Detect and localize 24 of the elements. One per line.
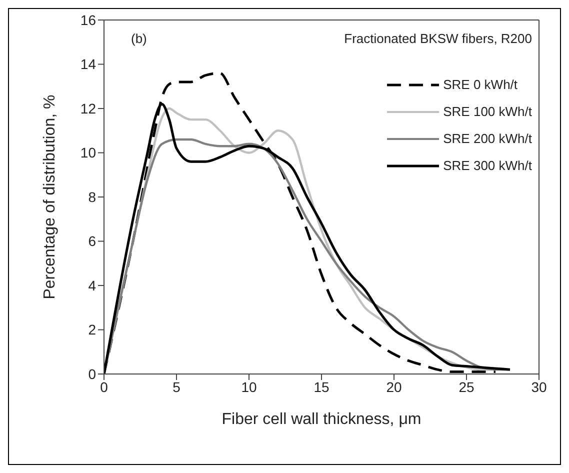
y-tick-label: 8 (88, 188, 96, 205)
legend-label: SRE 300 kWh/t (443, 158, 532, 173)
y-axis-title: Percentage of distribution, % (42, 94, 59, 300)
x-tick-label: 15 (314, 378, 330, 395)
y-tick-label: 0 (88, 366, 96, 382)
y-tick-label: 12 (80, 100, 96, 116)
annotation: Fractionated BKSW fibers, R200 (344, 31, 532, 46)
y-tick-label: 16 (80, 12, 96, 28)
x-tick-label: 30 (531, 378, 547, 395)
x-tick-label: 10 (241, 378, 257, 395)
y-tick-label: 10 (80, 144, 96, 161)
y-tick-label: 4 (88, 277, 96, 294)
x-tick-label: 25 (458, 378, 474, 395)
y-tick-label: 2 (88, 322, 96, 338)
x-tick-label: 0 (100, 378, 108, 395)
x-tick-label: 5 (172, 378, 181, 395)
y-tick-label: 14 (80, 56, 96, 72)
y-tick-label: 6 (88, 233, 96, 250)
x-tick-label: 20 (386, 378, 402, 395)
legend-label: SRE 0 kWh/t (443, 77, 518, 92)
annotation: (b) (131, 31, 147, 46)
x-axis-title: Fiber cell wall thickness, μm (222, 411, 422, 428)
legend-label: SRE 100 kWh/t (443, 104, 532, 119)
legend-label: SRE 200 kWh/t (443, 131, 532, 146)
